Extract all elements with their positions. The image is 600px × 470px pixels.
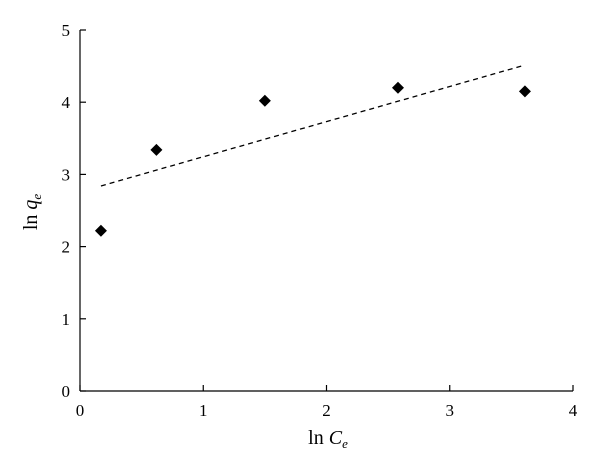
data-point <box>150 143 163 156</box>
x-axis-label: ln Ce <box>308 427 348 451</box>
data-points <box>94 81 531 237</box>
x-tick-label: 0 <box>76 401 85 420</box>
y-tick-label: 2 <box>62 238 71 257</box>
data-point <box>258 94 271 107</box>
axis-ticks: 0 1 2 3 4 0 1 2 3 4 5 <box>62 21 578 420</box>
y-tick-label: 3 <box>62 165 71 184</box>
x-tick-label: 2 <box>322 401 331 420</box>
x-tick-label: 3 <box>446 401 455 420</box>
x-tick-label: 1 <box>199 401 208 420</box>
y-tick-label: 0 <box>62 382 71 401</box>
y-tick-label: 5 <box>62 21 71 40</box>
data-point <box>94 224 107 237</box>
y-tick-label: 1 <box>62 310 71 329</box>
plot-area <box>79 30 573 392</box>
y-axis-label: ln qe <box>20 194 44 231</box>
x-tick-label: 4 <box>569 401 578 420</box>
data-point <box>518 85 531 98</box>
data-point <box>391 81 404 94</box>
trendline <box>100 65 522 187</box>
y-tick-label: 4 <box>62 93 71 112</box>
